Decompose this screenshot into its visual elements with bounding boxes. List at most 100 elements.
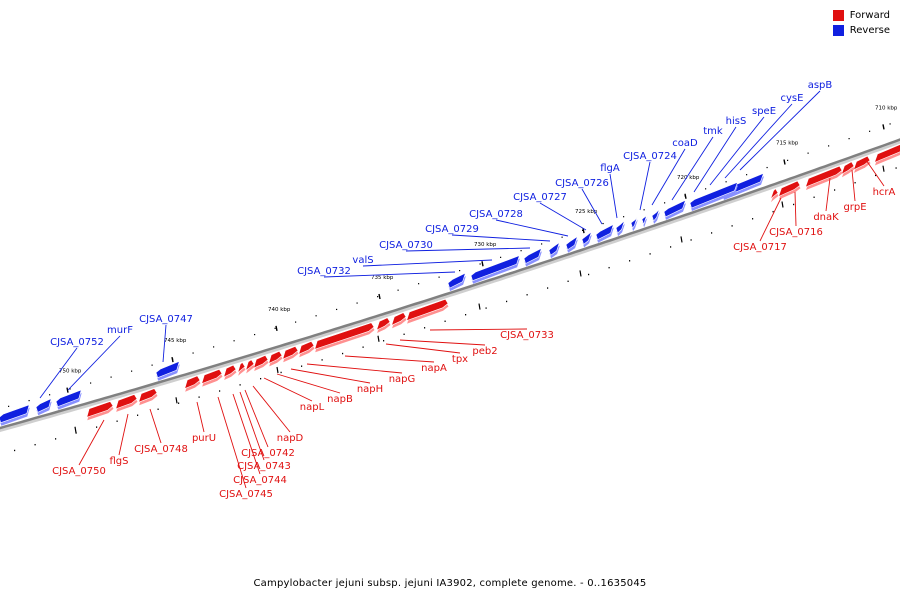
reverse-gene	[548, 241, 560, 256]
tick-dot-minor	[362, 346, 364, 348]
leader-line	[362, 259, 493, 267]
forward-gene	[804, 165, 843, 188]
tick-dot-minor	[711, 232, 713, 234]
leader-line	[794, 191, 797, 227]
gene-label: CJSA_0716	[769, 227, 823, 238]
leader-line	[263, 377, 313, 402]
forward-gene	[391, 312, 407, 326]
forward-gene	[184, 375, 201, 390]
tick-dot-minor	[8, 405, 10, 407]
forward-gene	[376, 317, 391, 331]
tick-dot-minor	[561, 236, 563, 238]
gene-label: CJSA_0745	[219, 489, 273, 500]
tick-dot-minor	[239, 384, 241, 386]
gene-label: hcrA	[873, 187, 896, 198]
tick-dot-minor	[787, 159, 789, 161]
tick-dot-minor	[438, 276, 440, 278]
leader-line	[196, 401, 205, 433]
tick-dot-minor	[752, 218, 754, 220]
gene-label: CJSA_0727	[513, 192, 567, 203]
tick-dot-minor	[75, 432, 77, 434]
tick-label: 735 kbp	[371, 275, 394, 281]
reverse-gene	[595, 223, 614, 241]
gene-label: napH	[357, 384, 383, 395]
reverse-gene	[689, 181, 739, 209]
tick-mark-major	[66, 387, 69, 393]
gene-label: aspB	[808, 80, 833, 91]
tick-dot-minor	[725, 181, 727, 183]
leader-line	[851, 169, 856, 202]
tick-dot-minor	[254, 333, 256, 336]
tick-dot-minor	[459, 269, 461, 272]
leader-line	[581, 188, 603, 225]
forward-gene	[282, 345, 299, 360]
leader-line	[639, 161, 651, 211]
tick-dot-minor	[260, 377, 262, 380]
tick-dot-minor	[356, 302, 358, 304]
tick-dot-minor	[500, 256, 502, 258]
gene-label: hisS	[726, 116, 747, 127]
forward-gene	[138, 388, 158, 403]
tick-dot-minor	[213, 346, 215, 348]
tick-dot-minor	[629, 260, 631, 262]
gene-label: CJSA_0730	[379, 240, 433, 251]
tick-dot-minor	[895, 167, 897, 169]
tick-dot-minor	[418, 283, 420, 285]
gene-label: flgS	[110, 456, 129, 467]
leader-line	[118, 413, 129, 456]
tick-dot-minor	[582, 229, 584, 231]
tick-dot-minor	[131, 370, 133, 372]
tick-mark-lower	[377, 335, 380, 342]
tick-dot-minor	[465, 313, 467, 316]
tick-dot-minor	[705, 188, 707, 190]
tick-dot-minor	[588, 273, 590, 276]
tick-dot-minor	[219, 390, 221, 392]
forward-gene	[86, 401, 114, 418]
tick-dot-minor	[690, 239, 692, 241]
forward-gene	[406, 298, 449, 322]
leader-line	[276, 373, 341, 394]
tick-dot-minor	[623, 216, 625, 218]
tick-dot-minor	[342, 352, 344, 355]
gene-label: dnaK	[813, 212, 839, 223]
reverse-gene	[35, 398, 52, 413]
forward-gene	[770, 188, 779, 200]
tick-mark-lower	[175, 397, 178, 404]
gene-label: napA	[421, 363, 447, 374]
tick-dot-minor	[110, 376, 112, 378]
leader-line	[724, 103, 793, 179]
gene-label: CJSA_0750	[52, 466, 106, 477]
gene-label: CJSA_0733	[500, 330, 554, 341]
tick-mark-major	[882, 124, 885, 130]
gene-label: CJSA_0744	[233, 475, 287, 486]
gene-label: cysE	[781, 93, 804, 104]
gene-label: valS	[352, 255, 373, 266]
tick-dot-minor	[280, 371, 282, 374]
tick-label: 740 kbp	[268, 307, 291, 313]
tick-dot-minor	[397, 289, 399, 291]
tick-label: 715 kbp	[776, 141, 799, 147]
tick-dot-minor	[746, 174, 748, 176]
tick-dot-minor	[49, 394, 51, 396]
tick-dot-minor	[889, 123, 891, 125]
legend-swatch-forward	[832, 10, 844, 21]
gene-label: CJSA_0729	[425, 224, 479, 235]
tick-mark-lower	[478, 303, 481, 310]
gene-label: napL	[300, 402, 325, 413]
backbone-line	[0, 138, 900, 430]
gene-label: flgA	[600, 163, 620, 174]
leader-line	[344, 355, 435, 363]
reverse-gene	[641, 212, 648, 226]
tick-dot-minor	[670, 246, 672, 248]
tick-dot-minor	[274, 327, 276, 329]
tick-dot-minor	[643, 209, 645, 211]
tick-dot-minor	[198, 396, 200, 398]
reverse-gene	[565, 235, 578, 251]
leader-line	[429, 328, 528, 331]
gene-label: grpE	[843, 202, 866, 213]
gene-label: peb2	[472, 346, 497, 357]
tick-mark-major	[481, 261, 484, 267]
leader-line	[451, 234, 551, 242]
tick-dot-minor	[731, 225, 733, 227]
tick-dot-minor	[602, 222, 604, 225]
